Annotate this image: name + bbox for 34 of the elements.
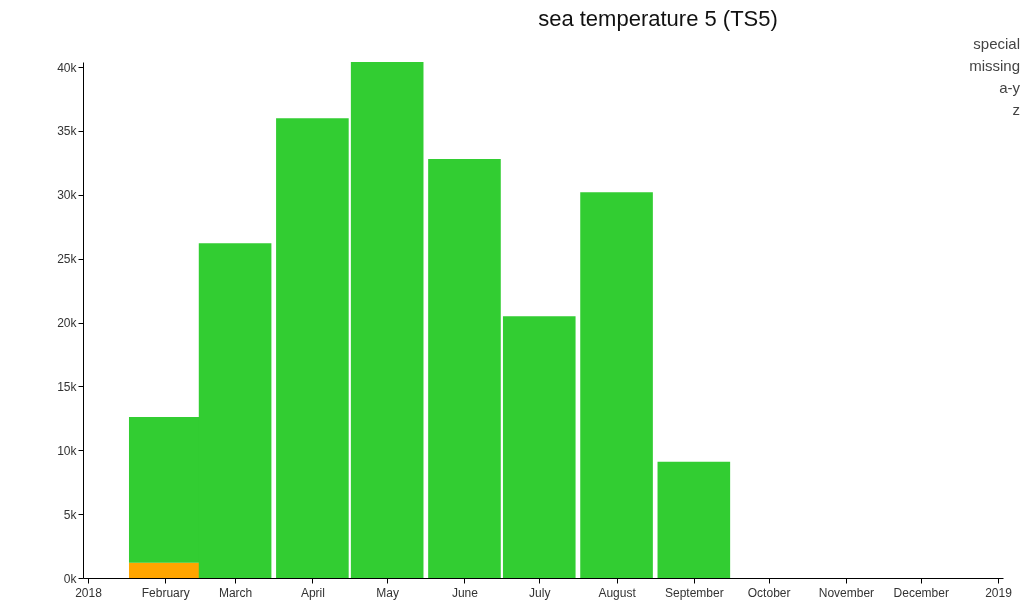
x-tick-label: 2018	[75, 585, 103, 600]
x-tick-label: April	[300, 585, 325, 600]
y-tick-label: 30k	[57, 188, 78, 203]
bar	[428, 159, 501, 578]
x-tick-label: May	[376, 585, 400, 600]
bar	[657, 461, 731, 578]
y-tick-label: 15k	[57, 379, 78, 394]
text: z	[1012, 101, 1020, 118]
bar	[350, 62, 424, 578]
x-tick-label: October	[747, 585, 791, 600]
bar	[502, 316, 576, 578]
x-tick-label: August	[598, 585, 637, 600]
y-tick-label: 10k	[57, 443, 78, 458]
x-tick-label: March	[218, 585, 253, 600]
x-tick-label: February	[141, 585, 190, 600]
text: a-y	[999, 79, 1021, 96]
bar	[276, 118, 349, 578]
x-tick-label: November	[818, 585, 875, 600]
text: special	[973, 35, 1020, 52]
x-tick-label: June	[451, 585, 479, 600]
y-tick-label: 35k	[57, 124, 78, 139]
y-tick-label: 40k	[57, 60, 78, 75]
x-tick-label: September	[664, 585, 724, 600]
bar	[128, 562, 202, 578]
y-tick-label: 0k	[63, 571, 78, 586]
y-tick-label: 25k	[57, 252, 78, 267]
chart-title: sea temperature 5 (TS5)	[538, 6, 778, 31]
x-tick-label: 2019	[985, 585, 1013, 600]
x-tick-label: July	[529, 585, 551, 600]
bar	[580, 192, 653, 578]
annotation: missing	[969, 57, 1020, 74]
y-tick-label: 20k	[57, 316, 78, 331]
y-tick-label: 5k	[63, 507, 78, 522]
x-tick-label: December	[893, 585, 949, 600]
